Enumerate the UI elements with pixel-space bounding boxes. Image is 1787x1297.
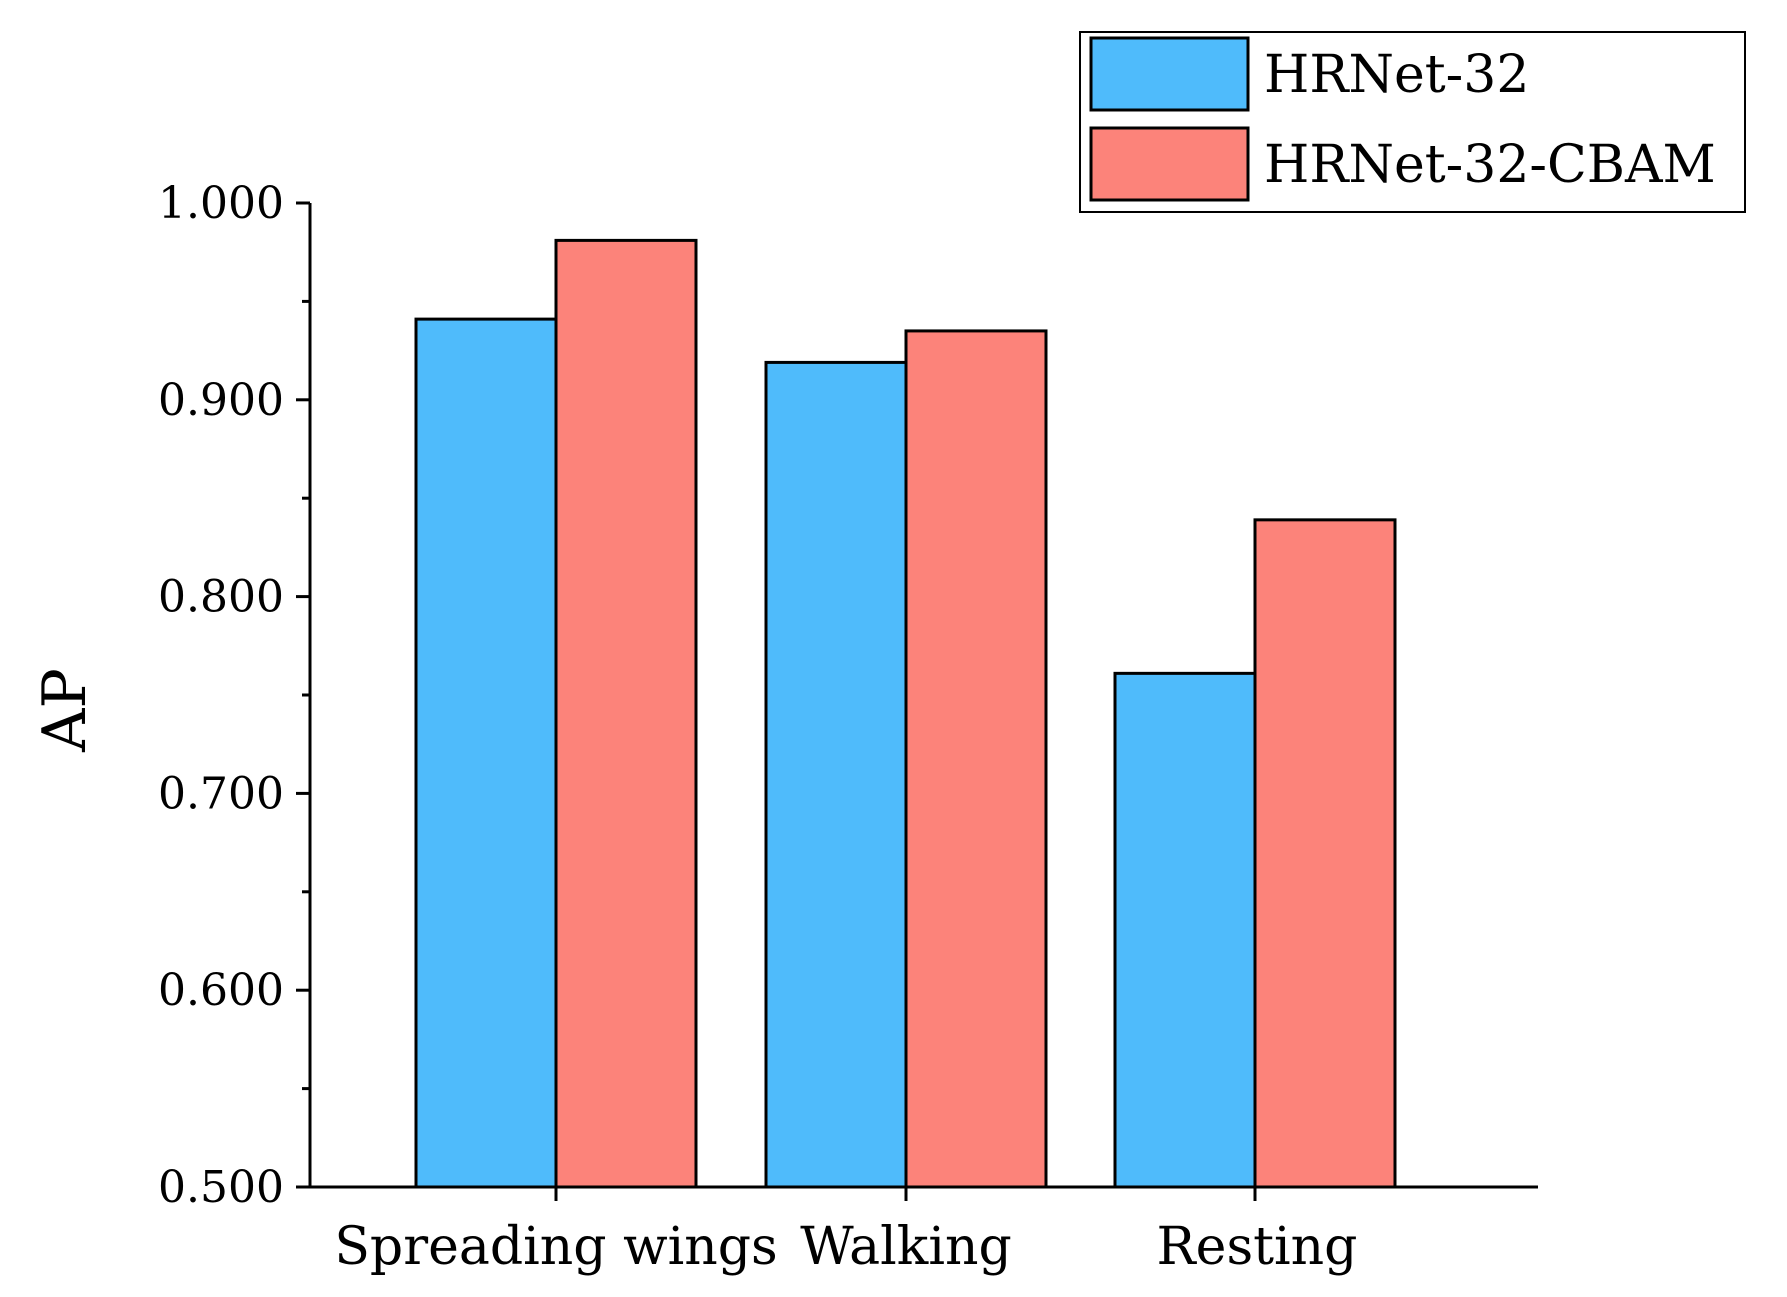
bar-hrnet32-2 [1113,671,1257,1189]
x-tick-label: Spreading wings [334,1217,777,1277]
x-tick-label: Walking [800,1217,1011,1277]
legend-swatch-hrnet32 [1089,36,1250,112]
y-tick-label: 1.000 [158,178,284,229]
y-tick-label: 0.600 [158,965,284,1016]
bars-group [414,238,1397,1189]
legend-swatch-hrnet32-cbam [1089,126,1250,202]
bar-hrnet32-cbam-2 [1253,518,1397,1189]
y-tick-label: 0.700 [158,768,284,819]
legend: HRNet-32 HRNet-32-CBAM [1079,31,1746,213]
x-tick-label: Resting [1157,1217,1358,1277]
bar-hrnet32-cbam-0 [554,238,698,1189]
legend-label-hrnet32: HRNet-32 [1264,45,1529,105]
y-tick-label: 0.500 [158,1162,284,1213]
legend-label-hrnet32-cbam: HRNet-32-CBAM [1264,135,1716,195]
bar-hrnet32-0 [414,317,558,1189]
axes-group: 0.500 0.600 0.700 0.800 0.900 1.000 Spreading … [158,178,1538,1277]
y-tick-label: 0.800 [158,572,284,623]
bar-hrnet32-1 [764,360,908,1189]
y-tick-label: 0.900 [158,375,284,426]
y-axis-title: AP [30,668,100,753]
bar-hrnet32-cbam-1 [904,329,1048,1189]
